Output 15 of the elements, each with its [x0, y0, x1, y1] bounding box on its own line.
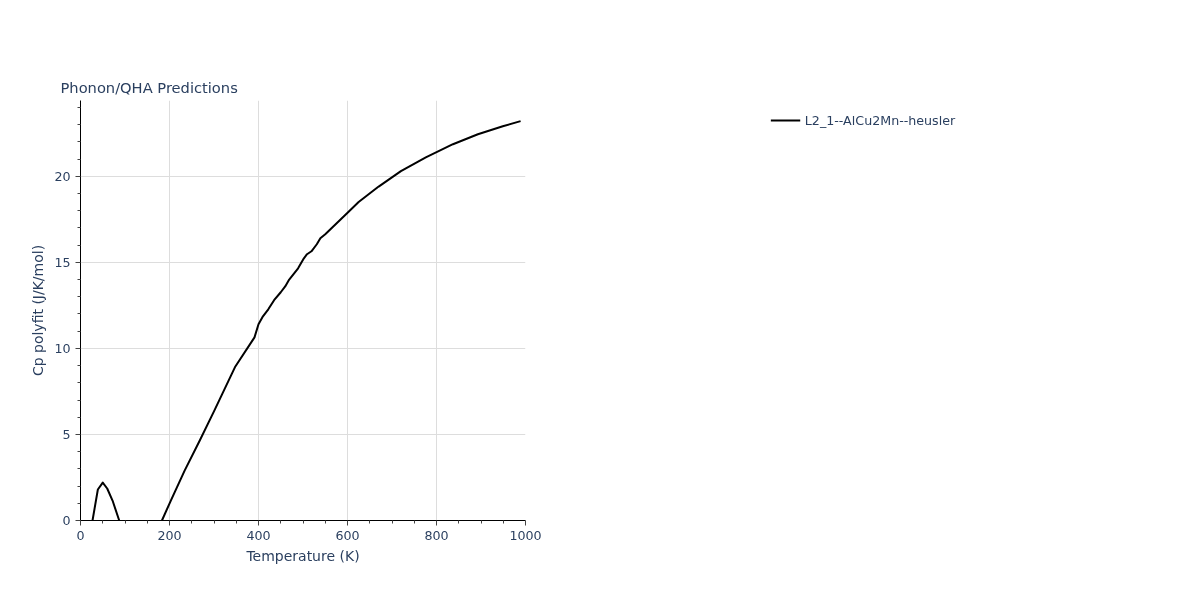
y-tick-label: 5 — [62, 426, 71, 442]
y-axis-title: Cp polyfit (J/K/mol) — [30, 244, 47, 377]
x-tick-label: 1000 — [509, 527, 542, 543]
x-tick-label: 200 — [157, 527, 182, 543]
y-tick-label: 10 — [54, 340, 71, 356]
x-axis-title: Temperature (K) — [245, 547, 360, 564]
x-tick-label: 0 — [76, 527, 85, 543]
x-tick-label: 800 — [424, 527, 449, 543]
chart-title: Phonon/QHA Predictions — [60, 78, 238, 96]
legend-label: L2_1--AlCu2Mn--heusler — [804, 112, 956, 128]
x-tick-label: 600 — [335, 527, 360, 543]
x-tick-label: 400 — [246, 527, 271, 543]
y-tick-label: 15 — [54, 254, 71, 270]
y-tick-label: 0 — [62, 513, 71, 528]
y-tick-label: 20 — [54, 168, 71, 184]
